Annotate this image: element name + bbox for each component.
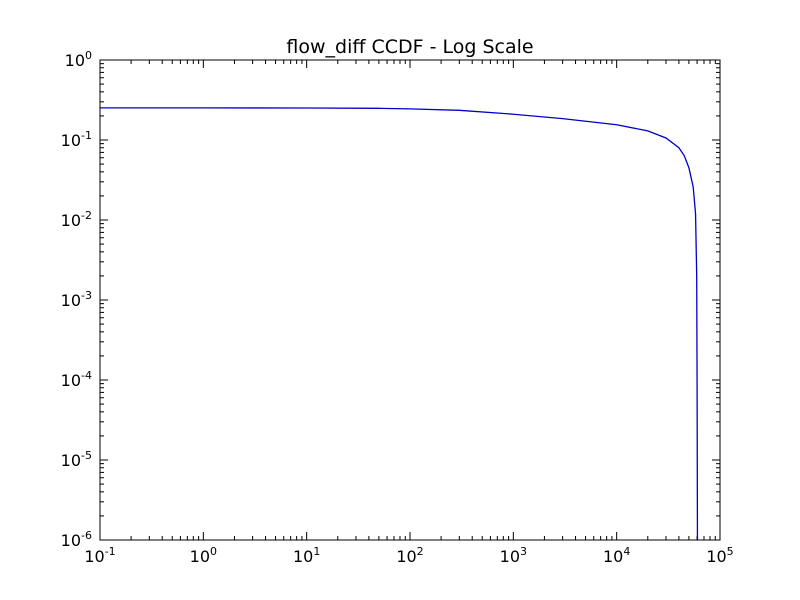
x-tick-label: 105 (706, 545, 733, 566)
y-tick-label: 10-2 (61, 209, 92, 230)
x-tick-label: 101 (293, 545, 320, 566)
y-tick-label: 10-4 (61, 369, 92, 390)
y-tick-label: 10-6 (61, 529, 92, 550)
axis-ticks (99, 59, 721, 541)
axis-tick-labels: 10-1 100 101 102 103 104 105 10-6 10-5 10-4 10-3 10… (61, 49, 734, 566)
ccdf-series-line (100, 107, 699, 541)
plot-frame (99, 59, 721, 541)
y-tick-label: 10-1 (61, 129, 92, 150)
x-tick-label: 102 (396, 545, 423, 566)
x-tick-label: 104 (603, 545, 630, 566)
y-tick-label: 10-5 (61, 449, 92, 470)
x-tick-label: 100 (190, 545, 217, 566)
x-tick-label: 103 (500, 545, 527, 566)
y-tick-label: 10-3 (61, 289, 92, 310)
x-tick-label: 10-1 (84, 545, 115, 566)
chart-title: flow_diff CCDF - Log Scale (286, 36, 533, 58)
y-tick-label: 100 (65, 49, 92, 70)
